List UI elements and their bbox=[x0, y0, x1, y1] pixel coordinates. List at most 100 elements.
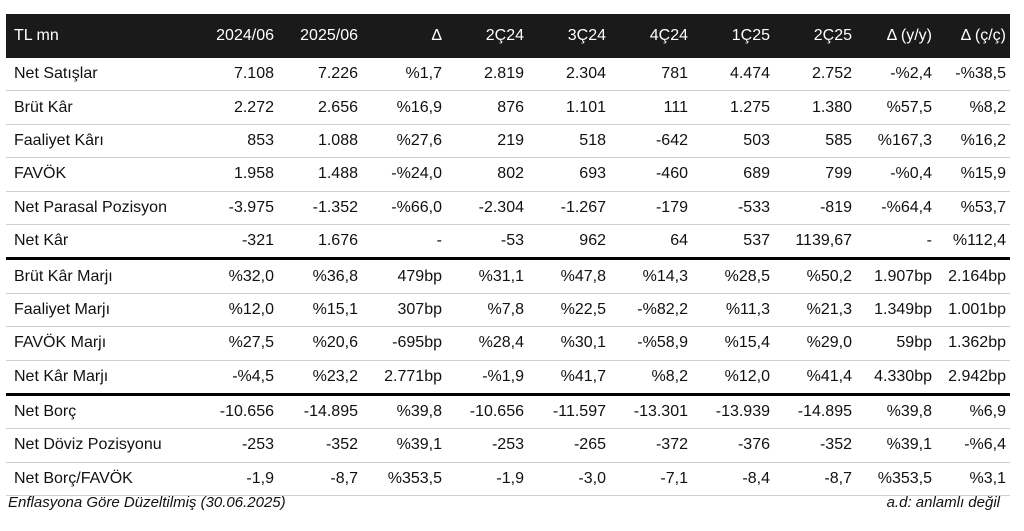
table-row: Brüt Kâr Marjı %32,0 %36,8 479bp %31,1 %47,8%… bbox=[6, 258, 1010, 294]
table-cell: -%1,9 bbox=[446, 360, 528, 396]
row-label: Brüt Kâr Marjı bbox=[6, 258, 194, 294]
row-label: Net Parasal Pozisyon bbox=[6, 191, 194, 225]
table-cell: -460 bbox=[610, 157, 692, 192]
table-cell: 585 bbox=[774, 124, 856, 159]
table-cell: -695bp bbox=[362, 326, 446, 361]
header-cell: 4Ç24 bbox=[649, 27, 688, 44]
table-cell: -376 bbox=[692, 428, 774, 463]
table-cell: 2.942bp bbox=[936, 360, 1010, 396]
table-cell: %30,1 bbox=[528, 326, 610, 361]
table-cell: -%64,4 bbox=[856, 191, 936, 225]
table-cell: -11.597 bbox=[528, 394, 610, 430]
table-cell: -253 bbox=[194, 428, 278, 463]
table-cell: 689 bbox=[692, 157, 774, 192]
row-label: Faaliyet Kârı bbox=[6, 124, 194, 159]
table-cell: -2.304 bbox=[446, 191, 528, 225]
table-cell: -%58,9 bbox=[610, 326, 692, 361]
table-cell: 2.304 bbox=[528, 58, 610, 92]
header-cell: Δ bbox=[431, 27, 442, 44]
table-cell: 1139,67 bbox=[774, 224, 856, 261]
table-cell: %6,9 bbox=[936, 394, 1010, 430]
table-cell: %20,6 bbox=[278, 326, 362, 361]
row-label: Brüt Kâr bbox=[6, 90, 194, 125]
table-cell: -14.895 bbox=[774, 394, 856, 430]
table-cell: 219 bbox=[446, 124, 528, 159]
table-cell: %27,6 bbox=[362, 124, 446, 159]
table-cell: 1.907bp bbox=[856, 258, 936, 294]
footnote-source: Enflasyona Göre Düzeltilmiş (30.06.2025) bbox=[8, 494, 286, 511]
table-cell: -%66,0 bbox=[362, 191, 446, 225]
table-cell: %3,1 bbox=[936, 462, 1010, 497]
table-cell: 2.656 bbox=[278, 90, 362, 125]
table-cell: 1.275 bbox=[692, 90, 774, 125]
table-cell: %53,7 bbox=[936, 191, 1010, 225]
table-cell: 111 bbox=[610, 90, 692, 125]
table-cell: 7.108 bbox=[194, 58, 278, 92]
table-cell: 693 bbox=[528, 157, 610, 192]
table-cell: 802 bbox=[446, 157, 528, 192]
table-row: Net Borç -10.656 -14.895 %39,8 -10.656 -11.59… bbox=[6, 394, 1010, 430]
table-cell: - bbox=[362, 224, 446, 261]
table-cell: %112,4 bbox=[936, 224, 1010, 261]
table-cell: 2.752 bbox=[774, 58, 856, 92]
table-cell: -8,4 bbox=[692, 462, 774, 497]
table-cell: -265 bbox=[528, 428, 610, 463]
row-label: FAVÖK Marjı bbox=[6, 326, 194, 361]
row-label: Net Döviz Pozisyonu bbox=[6, 428, 194, 463]
table-cell: -%4,5 bbox=[194, 360, 278, 396]
table-cell: -253 bbox=[446, 428, 528, 463]
table-cell: %57,5 bbox=[856, 90, 936, 125]
table-row: Net Satışlar 7.108 7.226 %1,7 2.819 2.304 781 4… bbox=[6, 58, 1010, 92]
table-cell: -10.656 bbox=[194, 394, 278, 430]
table-cell: -%2,4 bbox=[856, 58, 936, 92]
table-cell: 781 bbox=[610, 58, 692, 92]
header-cell: 2025/06 bbox=[300, 27, 358, 44]
table-cell: -%82,2 bbox=[610, 293, 692, 328]
table-cell: 1.676 bbox=[278, 224, 362, 261]
table-cell: %353,5 bbox=[362, 462, 446, 497]
table-cell: -1.352 bbox=[278, 191, 362, 225]
table-cell: 1.101 bbox=[528, 90, 610, 125]
table-cell: %31,1 bbox=[446, 258, 528, 294]
table-cell: -533 bbox=[692, 191, 774, 225]
table-cell: 4.474 bbox=[692, 58, 774, 92]
table-cell: -352 bbox=[278, 428, 362, 463]
row-label: Net Satışlar bbox=[6, 58, 194, 92]
table-cell: 1.349bp bbox=[856, 293, 936, 328]
table-cell: 537 bbox=[692, 224, 774, 261]
table-cell: %39,8 bbox=[856, 394, 936, 430]
table-cell: %1,7 bbox=[362, 58, 446, 92]
table-cell: -10.656 bbox=[446, 394, 528, 430]
table-cell: %36,8 bbox=[278, 258, 362, 294]
table-cell: -53 bbox=[446, 224, 528, 261]
financial-table: TL mn 2024/06 2025/06 Δ 2Ç24 3Ç24 4Ç24 1… bbox=[6, 14, 1010, 497]
header-cell: 2024/06 bbox=[216, 27, 274, 44]
financial-table-container: TL mn 2024/06 2025/06 Δ 2Ç24 3Ç24 4Ç24 1… bbox=[6, 14, 1010, 497]
table-cell: -179 bbox=[610, 191, 692, 225]
table-cell: 2.272 bbox=[194, 90, 278, 125]
table-cell: %32,0 bbox=[194, 258, 278, 294]
table-cell: %8,2 bbox=[610, 360, 692, 396]
row-label: Net Kâr bbox=[6, 224, 194, 261]
row-label: Net Borç/FAVÖK bbox=[6, 462, 194, 497]
table-cell: -%0,4 bbox=[856, 157, 936, 192]
table-cell: %16,2 bbox=[936, 124, 1010, 159]
table-row: FAVÖK 1.958 1.488 -%24,0 802 693 -460 689 799 -%0… bbox=[6, 157, 1010, 192]
table-cell: %28,4 bbox=[446, 326, 528, 361]
table-cell: 1.362bp bbox=[936, 326, 1010, 361]
table-cell: 1.958 bbox=[194, 157, 278, 192]
table-cell: -372 bbox=[610, 428, 692, 463]
table-cell: %29,0 bbox=[774, 326, 856, 361]
table-cell: -3,0 bbox=[528, 462, 610, 497]
table-cell: -%38,5 bbox=[936, 58, 1010, 92]
table-cell: -%24,0 bbox=[362, 157, 446, 192]
table-cell: %8,2 bbox=[936, 90, 1010, 125]
header-cell: Δ (y/y) bbox=[886, 27, 932, 44]
table-cell: %41,4 bbox=[774, 360, 856, 396]
table-cell: %23,2 bbox=[278, 360, 362, 396]
table-cell: -1,9 bbox=[446, 462, 528, 497]
table-row: Faaliyet Kârı 853 1.088 %27,6 219 518 -642 503 5… bbox=[6, 124, 1010, 159]
table-row: Net Parasal Pozisyon -3.975 -1.352 -%66,0 -2… bbox=[6, 191, 1010, 225]
row-label: Net Kâr Marjı bbox=[6, 360, 194, 396]
table-cell: %22,5 bbox=[528, 293, 610, 328]
